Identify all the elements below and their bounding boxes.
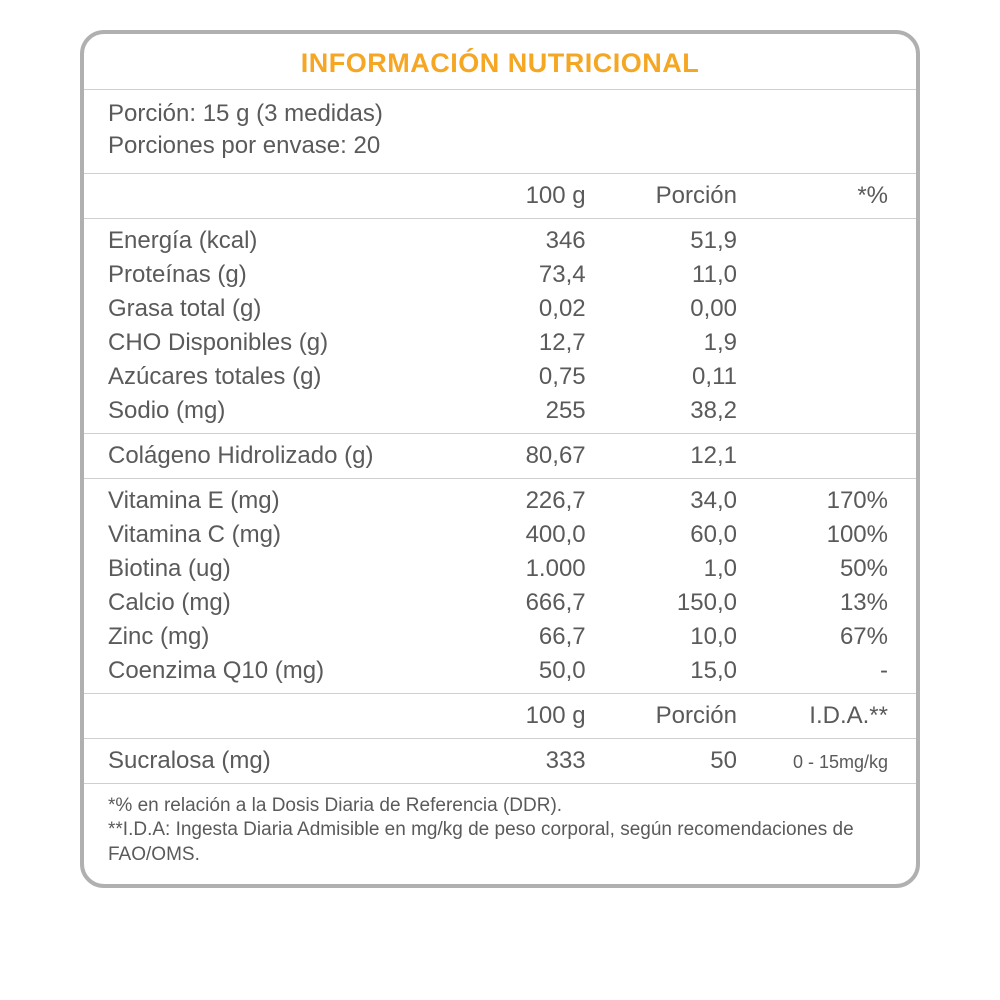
footnotes: *% en relación a la Dosis Diaria de Refe… (84, 783, 916, 884)
hdr-100g: 100 g (447, 174, 596, 219)
table-row: Calcio (mg) 666,7 150,0 13% (84, 586, 916, 620)
cell-100g: 255 (447, 394, 596, 434)
table-row: Sucralosa (mg) 333 50 0 - 15mg/kg (84, 738, 916, 783)
hdr-portion: Porción (596, 174, 747, 219)
cell-100g: 333 (447, 738, 596, 783)
header-row-1: 100 g Porción *% (84, 174, 916, 219)
table-row: Vitamina E (mg) 226,7 34,0 170% (84, 478, 916, 518)
cell-portion: 11,0 (596, 258, 747, 292)
cell-100g: 73,4 (447, 258, 596, 292)
cell-pct (747, 433, 916, 478)
cell-100g: 0,75 (447, 360, 596, 394)
cell-ida: 0 - 15mg/kg (747, 738, 916, 783)
cell-label: Calcio (mg) (84, 586, 447, 620)
cell-100g: 0,02 (447, 292, 596, 326)
cell-label: Coenzima Q10 (mg) (84, 654, 447, 694)
cell-pct (747, 360, 916, 394)
cell-label: Zinc (mg) (84, 620, 447, 654)
header-row-2: 100 g Porción I.D.A.** (84, 693, 916, 738)
cell-portion: 1,0 (596, 552, 747, 586)
cell-pct (747, 258, 916, 292)
table-row: Azúcares totales (g) 0,75 0,11 (84, 360, 916, 394)
cell-pct: 170% (747, 478, 916, 518)
table-row: Proteínas (g) 73,4 11,0 (84, 258, 916, 292)
cell-portion: 50 (596, 738, 747, 783)
cell-100g: 12,7 (447, 326, 596, 360)
cell-portion: 15,0 (596, 654, 747, 694)
table-row: Grasa total (g) 0,02 0,00 (84, 292, 916, 326)
cell-label: Energía (kcal) (84, 218, 447, 258)
cell-label: Azúcares totales (g) (84, 360, 447, 394)
cell-pct (747, 326, 916, 360)
cell-portion: 0,00 (596, 292, 747, 326)
panel-title: INFORMACIÓN NUTRICIONAL (84, 34, 916, 90)
table-row: Biotina (ug) 1.000 1,0 50% (84, 552, 916, 586)
cell-portion: 10,0 (596, 620, 747, 654)
cell-portion: 12,1 (596, 433, 747, 478)
cell-100g: 666,7 (447, 586, 596, 620)
cell-label: CHO Disponibles (g) (84, 326, 447, 360)
cell-100g: 66,7 (447, 620, 596, 654)
serving-line-2: Porciones por envase: 20 (108, 130, 892, 162)
cell-label: Proteínas (g) (84, 258, 447, 292)
nutrition-table: 100 g Porción *% Energía (kcal) 346 51,9… (84, 174, 916, 783)
cell-label: Biotina (ug) (84, 552, 447, 586)
cell-label: Sucralosa (mg) (84, 738, 447, 783)
cell-portion: 150,0 (596, 586, 747, 620)
cell-100g: 80,67 (447, 433, 596, 478)
hdr2-100g: 100 g (447, 693, 596, 738)
cell-100g: 50,0 (447, 654, 596, 694)
cell-label: Sodio (mg) (84, 394, 447, 434)
cell-portion: 0,11 (596, 360, 747, 394)
cell-pct: - (747, 654, 916, 694)
cell-100g: 1.000 (447, 552, 596, 586)
table-row: Energía (kcal) 346 51,9 (84, 218, 916, 258)
cell-label: Vitamina E (mg) (84, 478, 447, 518)
cell-100g: 400,0 (447, 518, 596, 552)
cell-portion: 34,0 (596, 478, 747, 518)
cell-pct: 50% (747, 552, 916, 586)
cell-label: Grasa total (g) (84, 292, 447, 326)
table-row: Sodio (mg) 255 38,2 (84, 394, 916, 434)
cell-portion: 51,9 (596, 218, 747, 258)
table-row: Vitamina C (mg) 400,0 60,0 100% (84, 518, 916, 552)
hdr2-ida: I.D.A.** (747, 693, 916, 738)
cell-pct (747, 292, 916, 326)
cell-pct (747, 394, 916, 434)
table-row: Coenzima Q10 (mg) 50,0 15,0 - (84, 654, 916, 694)
cell-label: Vitamina C (mg) (84, 518, 447, 552)
table-row: CHO Disponibles (g) 12,7 1,9 (84, 326, 916, 360)
serving-info: Porción: 15 g (3 medidas) Porciones por … (84, 90, 916, 174)
cell-pct: 13% (747, 586, 916, 620)
cell-100g: 226,7 (447, 478, 596, 518)
cell-pct: 67% (747, 620, 916, 654)
cell-label: Colágeno Hidrolizado (g) (84, 433, 447, 478)
hdr-pct: *% (747, 174, 916, 219)
cell-pct: 100% (747, 518, 916, 552)
footnote-1: *% en relación a la Dosis Diaria de Refe… (108, 794, 892, 819)
cell-portion: 1,9 (596, 326, 747, 360)
table-row: Zinc (mg) 66,7 10,0 67% (84, 620, 916, 654)
footnote-2: **I.D.A: Ingesta Diaria Admisible en mg/… (108, 818, 892, 867)
cell-portion: 38,2 (596, 394, 747, 434)
serving-line-1: Porción: 15 g (3 medidas) (108, 98, 892, 130)
table-row: Colágeno Hidrolizado (g) 80,67 12,1 (84, 433, 916, 478)
cell-pct (747, 218, 916, 258)
cell-portion: 60,0 (596, 518, 747, 552)
nutrition-panel: INFORMACIÓN NUTRICIONAL Porción: 15 g (3… (80, 30, 920, 888)
cell-100g: 346 (447, 218, 596, 258)
hdr2-portion: Porción (596, 693, 747, 738)
